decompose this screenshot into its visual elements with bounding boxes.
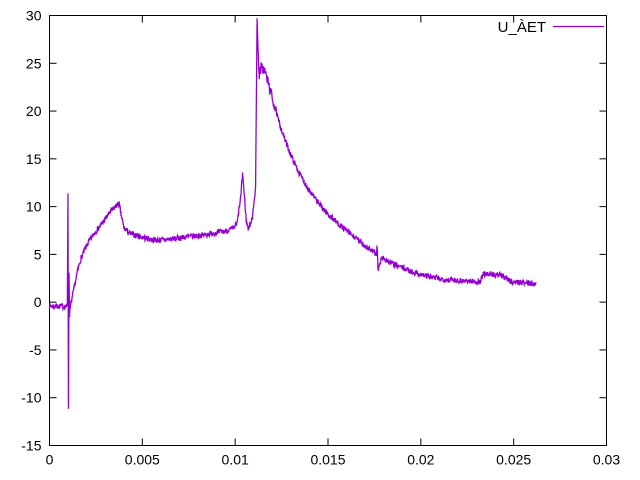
y-tick-label: 15 [26, 151, 42, 167]
y-tick-label: 30 [26, 8, 42, 24]
legend-label: U_ÀET [498, 19, 546, 36]
plot-border [49, 15, 607, 446]
x-tick-label: 0 [46, 452, 54, 468]
x-tick-label: 0.005 [125, 452, 160, 468]
x-tick-label: 0.025 [496, 452, 531, 468]
y-tick-label: -5 [29, 342, 42, 358]
x-tick-label: 0.03 [593, 452, 620, 468]
x-tick-label: 0.015 [310, 452, 345, 468]
x-tick-label: 0.02 [407, 452, 434, 468]
axis-tick-labels: 0 0.005 0.01 0.015 0.02 0.025 0.03 -15 -10 -5 0 5 10… [21, 8, 620, 468]
y-tick-label: 20 [26, 103, 42, 119]
data-curve [48, 18, 537, 409]
legend: U_ÀET [498, 19, 604, 36]
y-tick-label: 25 [26, 55, 42, 71]
y-tick-label: 0 [34, 294, 42, 310]
x-tick-label: 0.01 [222, 452, 249, 468]
y-tick-label: -10 [21, 390, 41, 406]
y-tick-label: -15 [21, 438, 41, 454]
y-tick-label: 10 [26, 199, 42, 215]
y-tick-label: 5 [34, 246, 42, 262]
